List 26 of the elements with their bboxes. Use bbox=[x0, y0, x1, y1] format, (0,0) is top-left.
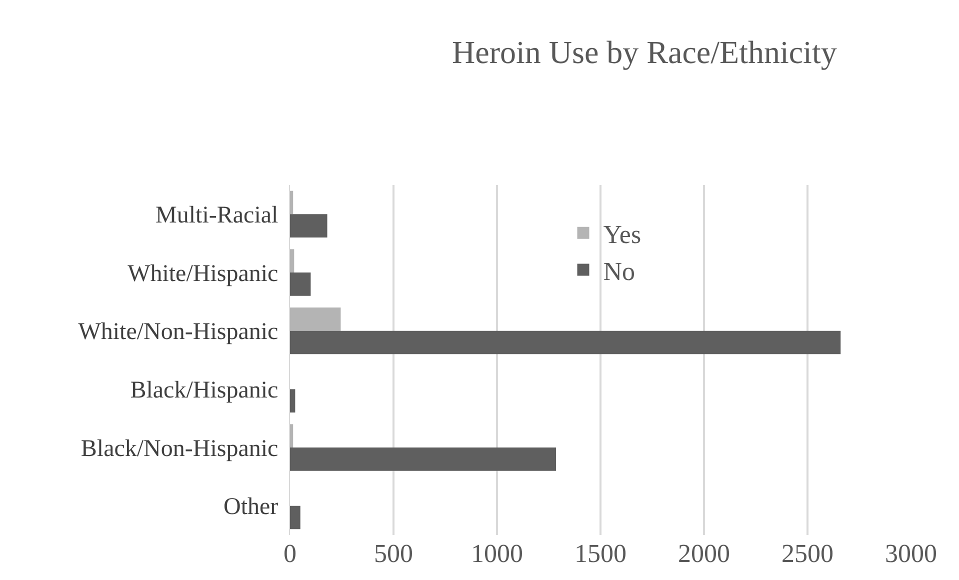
bar bbox=[290, 506, 300, 530]
y-tick-label: Multi-Racial bbox=[156, 202, 279, 229]
y-tick-label: White/Non-Hispanic bbox=[78, 319, 278, 346]
legend-label: No bbox=[603, 256, 636, 286]
x-tick-label: 500 bbox=[374, 539, 413, 568]
bar bbox=[290, 214, 328, 238]
bar bbox=[290, 272, 311, 296]
legend-label: Yes bbox=[603, 220, 642, 250]
x-tick-label: 2500 bbox=[782, 539, 834, 568]
bar bbox=[290, 389, 296, 412]
chart-title: Heroin Use by Race/Ethnicity bbox=[452, 34, 837, 70]
y-tick-label: Black/Hispanic bbox=[130, 378, 278, 404]
bar bbox=[290, 424, 294, 448]
y-tick-label: Black/Non-Hispanic bbox=[80, 436, 278, 462]
bar bbox=[290, 330, 841, 354]
x-tick-label: 0 bbox=[284, 539, 296, 568]
x-tick-label: 2000 bbox=[678, 539, 730, 568]
bar bbox=[290, 190, 294, 214]
x-tick-label: 1500 bbox=[574, 539, 626, 568]
bar bbox=[290, 308, 341, 331]
bar bbox=[290, 249, 294, 272]
y-tick-label: White/Hispanic bbox=[128, 260, 278, 287]
x-tick-label: 1000 bbox=[471, 539, 523, 568]
x-tick-label: 3000 bbox=[885, 539, 937, 568]
y-tick-label: Other bbox=[224, 494, 278, 520]
bar bbox=[290, 448, 556, 471]
